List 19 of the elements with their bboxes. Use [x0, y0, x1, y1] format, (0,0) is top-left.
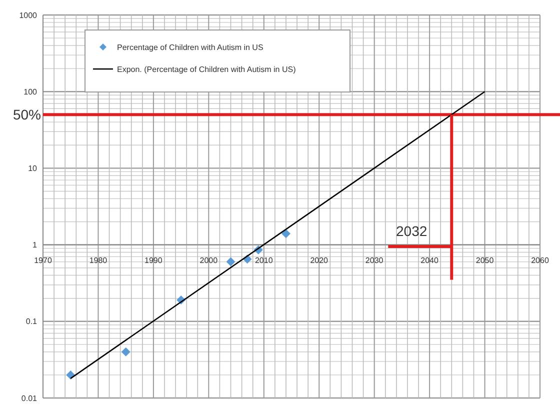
x-tick-label: 2060 [531, 256, 550, 265]
y-tick-label: 100 [24, 87, 38, 96]
y-tick-label: 0.01 [21, 394, 38, 403]
x-tick-label: 2040 [420, 256, 440, 265]
y-tick-label: 0.1 [26, 317, 38, 326]
y-tick-label: 1 [32, 240, 38, 250]
ref-line-label: 50% [12, 106, 41, 123]
x-tick-label: 2000 [200, 256, 218, 265]
annotation: 2032 [396, 222, 428, 239]
x-tick-label: 2050 [476, 256, 494, 265]
y-tick-label: 10 [28, 164, 38, 173]
x-tick-label: 2030 [365, 256, 384, 265]
y-tick-label: 1000 [19, 10, 38, 20]
x-tick-label: 2010 [254, 256, 274, 265]
legend-label: Expon. (Percentage of Children with Autism in US) [117, 64, 296, 74]
x-tick-label: 2020 [310, 256, 329, 265]
x-tick-label: 1990 [144, 256, 163, 265]
legend-label: Percentage of Children with Autism in US [117, 42, 264, 52]
x-tick-label: 1980 [89, 256, 108, 265]
